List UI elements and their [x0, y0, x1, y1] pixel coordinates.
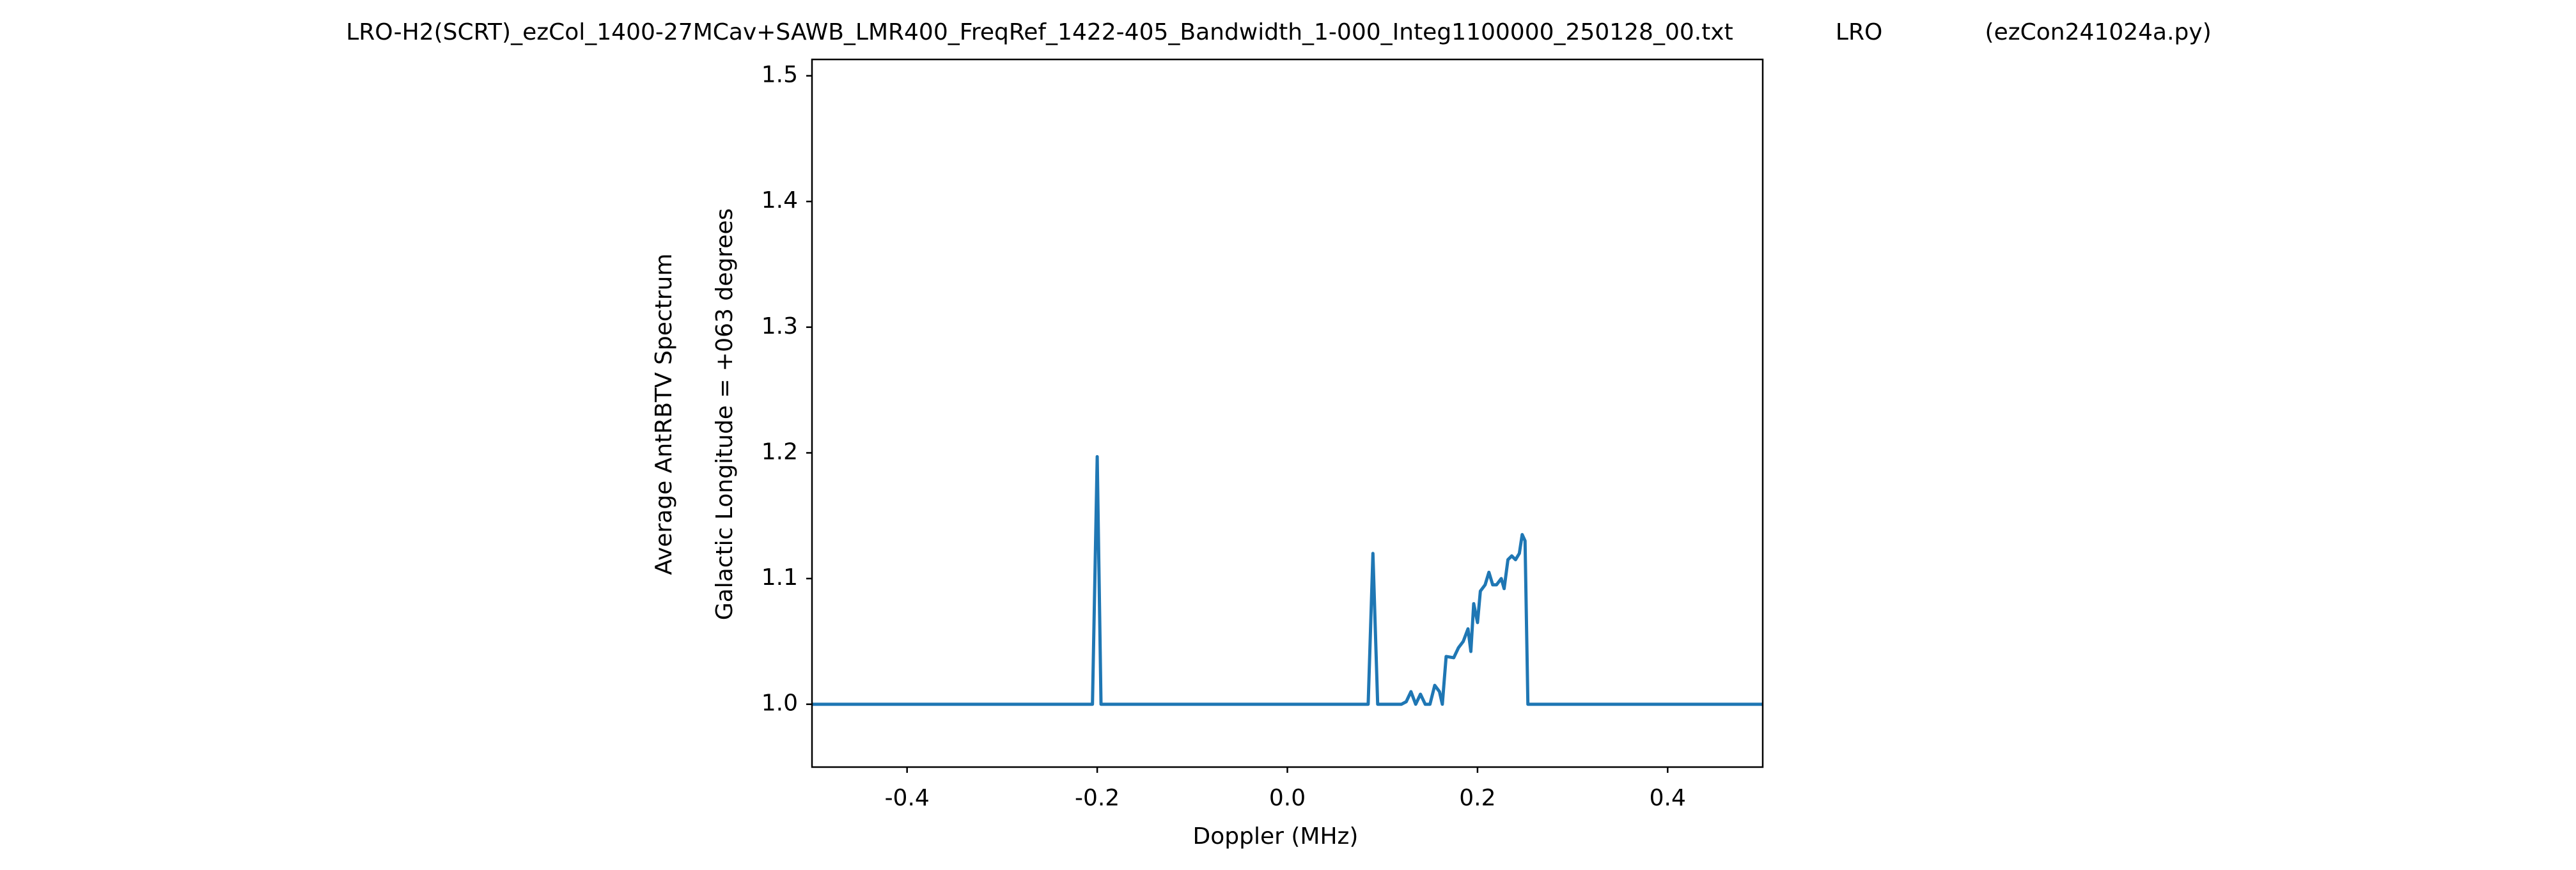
x-tick-label: 0.4: [1650, 785, 1686, 811]
x-axis-label: Doppler (MHz): [1193, 823, 1359, 850]
y-tick-label: 1.0: [761, 690, 798, 717]
y-tick-label: 1.1: [761, 564, 798, 591]
y-axis-label: Galactic Longitude = +063 degrees: [712, 208, 738, 621]
y-tick-label: 1.4: [761, 187, 798, 214]
x-tick-label: 0.2: [1459, 785, 1495, 811]
data-line: [812, 454, 1763, 706]
x-tick-label: 0.0: [1269, 785, 1306, 811]
y-tick-label: 1.5: [761, 62, 798, 88]
plot-frame: [811, 58, 1764, 768]
y-tick-label: 1.2: [761, 439, 798, 465]
x-tick-label: -0.2: [1075, 785, 1120, 811]
chart-title: LRO-H2(SCRT)_ezCol_1400-27MCav+SAWB_LMR4…: [346, 19, 2212, 45]
y-axis-label: Average AntRBTV Spectrum: [651, 253, 677, 575]
y-tick-label: 1.3: [761, 313, 798, 339]
x-tick-label: -0.4: [885, 785, 930, 811]
